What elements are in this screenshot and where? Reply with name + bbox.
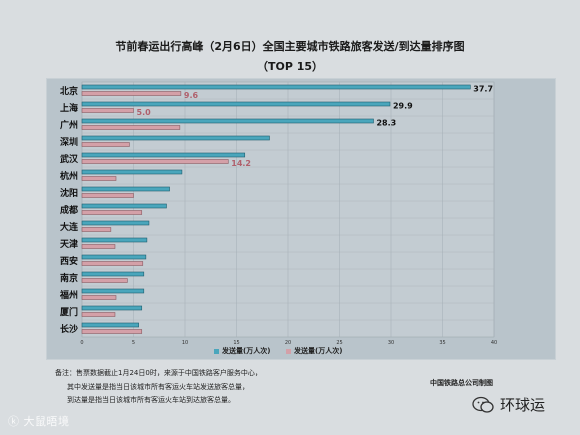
- category-label: 武汉: [60, 153, 79, 165]
- bar-series-1: [81, 84, 471, 90]
- bar-series-1: [81, 101, 391, 107]
- watermark-left: ⓚ 大鼠晤境: [8, 413, 70, 429]
- category-label: 西安: [60, 255, 78, 267]
- data-label: 14.2: [231, 159, 251, 168]
- x-tick-label: 10: [182, 340, 188, 346]
- bar-series-2: [81, 261, 144, 266]
- bar-series-1: [81, 220, 150, 226]
- watermark-right: 环球运: [472, 394, 545, 415]
- bar-series-1: [81, 305, 143, 311]
- category-label: 杭州: [60, 170, 78, 182]
- chart-subtitle: （TOP 15）: [256, 60, 324, 73]
- chart-title: 节前春运出行高峰（2月6日）全国主要城市铁路旅客发送/到达量排序图: [115, 40, 465, 53]
- bar-series-2: [81, 295, 117, 300]
- watermark-logo-icon: ⓚ: [8, 415, 20, 428]
- bar-chart: 0 5 10 15 20 25 30 35 40 北京上海广州深圳武汉杭州沈阳成都大连天津西安南京…: [59, 81, 497, 346]
- bar-series-1: [81, 271, 145, 277]
- bar-series-2: [81, 227, 112, 232]
- bar-series-1: [81, 118, 374, 124]
- bar-series-2: [81, 159, 229, 164]
- bar-series-2: [81, 312, 116, 317]
- category-label: 深圳: [60, 136, 78, 148]
- category-label: 厦门: [60, 306, 78, 318]
- wechat-icon: [472, 396, 494, 413]
- bar-series-2: [81, 176, 117, 181]
- x-tick-label: 20: [285, 340, 291, 346]
- x-tick-label: 15: [233, 340, 239, 346]
- bar-series-2: [81, 108, 134, 113]
- x-tick-label: 0: [80, 340, 83, 346]
- category-label: 成都: [60, 204, 78, 216]
- bar-series-1: [81, 203, 167, 209]
- legend-swatch-series-1: [214, 348, 219, 354]
- note-line: 其中发送量是指当日该城市所有客运火车站发送旅客总量，: [67, 382, 249, 391]
- bar-series-1: [81, 288, 145, 294]
- legend-label-series-2: 发送量(万人次): [294, 347, 343, 355]
- source-credit: 中国铁路总公司制图: [430, 379, 493, 387]
- x-tick-label: 25: [336, 340, 342, 346]
- category-label: 南京: [60, 272, 78, 284]
- data-label: 28.3: [376, 119, 396, 128]
- bar-series-1: [81, 135, 270, 141]
- bar-series-1: [81, 237, 148, 243]
- bar-series-1: [81, 322, 139, 328]
- bar-series-1: [81, 169, 183, 175]
- bar-series-2: [81, 278, 128, 283]
- bar-series-2: [81, 329, 143, 334]
- category-label: 广州: [60, 119, 78, 131]
- notes: 备注：售票数据截止1月24日0时，来源于中国铁路客户服务中心， 其中发送量是指当…: [55, 367, 262, 408]
- plot-area: 0 5 10 15 20 25 30 35 40 北京上海广州深圳武汉杭州沈阳成都大连天津西安南京…: [46, 78, 556, 360]
- category-label: 上海: [60, 102, 78, 114]
- note-line: 备注：售票数据截止1月24日0时，来源于中国铁路客户服务中心，: [55, 369, 262, 377]
- x-tick-label: 30: [388, 340, 394, 346]
- data-label: 37.7: [473, 85, 493, 94]
- watermark-left-text: 大鼠晤境: [23, 415, 70, 428]
- data-label: 5.0: [137, 108, 152, 117]
- bar-series-2: [81, 91, 182, 96]
- bar-series-2: [81, 125, 181, 130]
- data-label: 29.9: [393, 102, 413, 111]
- legend-item-series-2: 发送量(万人次): [286, 346, 342, 356]
- bar-series-1: [81, 186, 170, 192]
- bar-series-2: [81, 142, 130, 147]
- category-label: 天津: [60, 238, 78, 250]
- legend-swatch-series-2: [286, 348, 291, 354]
- bar-series-2: [81, 244, 116, 249]
- category-label: 大连: [60, 221, 79, 233]
- bar-series-1: [81, 254, 147, 260]
- bar-series-2: [81, 210, 143, 215]
- bar-series-1: [81, 152, 246, 158]
- watermark-right-text: 环球运: [500, 396, 546, 414]
- category-label: 长沙: [60, 323, 78, 335]
- category-label: 沈阳: [60, 187, 78, 199]
- note-line: 到达量是指当日该城市所有客运火车站到达旅客总量。: [67, 396, 235, 404]
- data-label: 9.6: [184, 91, 199, 100]
- legend-label-series-1: 发送量(万人次): [222, 347, 271, 355]
- bar-series-2: [81, 193, 134, 198]
- x-tick-label: 5: [132, 340, 135, 346]
- x-tick-label: 35: [439, 340, 445, 346]
- x-tick-label: 40: [491, 340, 497, 346]
- category-label: 福州: [59, 289, 78, 301]
- category-label: 北京: [60, 85, 78, 97]
- legend-item-series-1: 发送量(万人次): [214, 346, 270, 356]
